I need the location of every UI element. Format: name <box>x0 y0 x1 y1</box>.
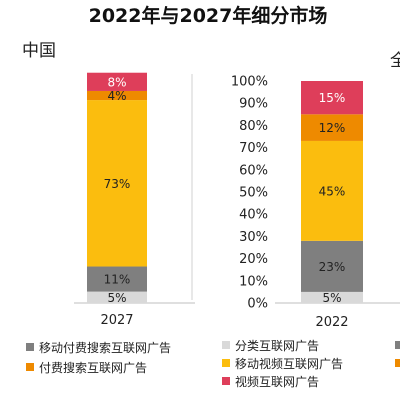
bar-segment-mobile-video <box>87 100 147 267</box>
legend-swatch <box>26 343 34 351</box>
y-tick-label: 90% <box>239 97 268 112</box>
bar-segment-classified <box>87 291 147 303</box>
data-label: 23% <box>319 260 346 274</box>
chart-title: 2022年与2027年细分市场 <box>89 4 328 27</box>
legend-swatch <box>222 359 230 367</box>
legend-label: 付费搜索互联网广告 <box>39 360 147 375</box>
bar-segment-mobile-video <box>301 140 363 241</box>
bar-segment-video <box>301 81 363 115</box>
data-label: 45% <box>319 184 346 198</box>
data-label: 5% <box>322 291 341 305</box>
x-category-label: 2027 <box>100 313 133 328</box>
legend-swatch <box>26 363 34 371</box>
data-label: 15% <box>319 91 346 105</box>
legend-swatch <box>222 377 230 385</box>
y-tick-label: 50% <box>239 186 268 201</box>
x-category-label: 2022 <box>315 315 348 330</box>
data-label: 11% <box>104 273 131 287</box>
bar-segment-classified <box>301 291 363 303</box>
y-tick-label: 20% <box>239 252 268 267</box>
panel-label-global: 全 <box>390 51 400 71</box>
y-tick-label: 30% <box>239 230 268 245</box>
data-label: 73% <box>104 177 131 191</box>
legend-swatch <box>222 341 230 349</box>
legend-label: 移动视频互联网广告 <box>235 356 343 371</box>
bar-segment-paid-search <box>87 90 147 101</box>
bar-segment-mobile-paid-search <box>87 266 147 292</box>
data-label: 12% <box>319 121 346 135</box>
global-panel: 0% 10% 20% 30% 40% 50% 60% 70% 80% 90% 100% 5% 23% 45… <box>231 75 400 330</box>
legend-label: 视频互联网广告 <box>235 374 319 389</box>
panel-label-china: 中国 <box>22 41 56 61</box>
y-tick-label: 100% <box>231 75 268 90</box>
data-label: 5% <box>107 291 126 305</box>
bar-segment-paid-search <box>301 114 363 141</box>
legend-swatch <box>395 341 400 349</box>
china-panel: 5% 11% 73% 4%8% 2027 <box>74 72 195 328</box>
legend-label: 移动付费搜索互联网广告 <box>39 340 171 355</box>
legend-swatch <box>395 359 400 367</box>
data-label: 8% <box>107 75 126 89</box>
y-tick-label: 70% <box>239 141 268 156</box>
y-tick-label: 0% <box>247 297 268 312</box>
y-tick-label: 10% <box>239 274 268 289</box>
bar-segment-mobile-paid-search <box>301 240 363 292</box>
y-tick-label: 40% <box>239 208 268 223</box>
data-label: 4% <box>107 89 126 103</box>
bar-segment-video <box>87 72 147 91</box>
y-tick-label: 60% <box>239 163 268 178</box>
y-tick-label: 80% <box>239 119 268 134</box>
legend-label: 分类互联网广告 <box>235 339 319 353</box>
